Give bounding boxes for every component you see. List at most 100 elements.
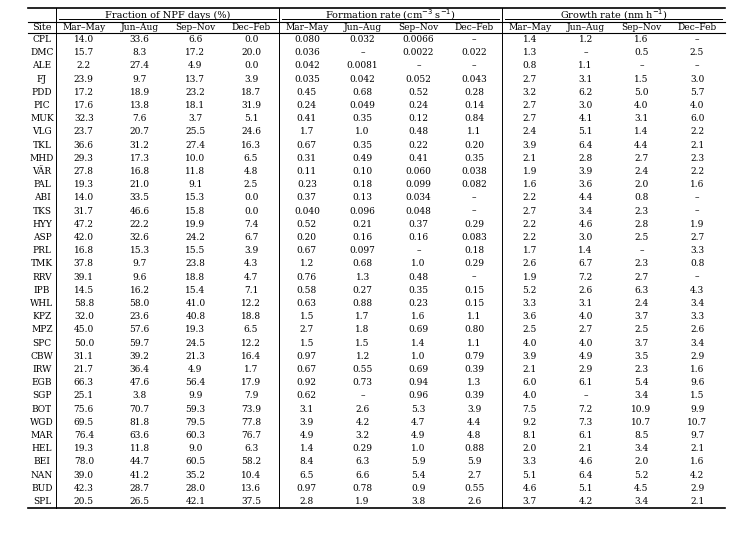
Text: 0.052: 0.052 [405, 75, 432, 84]
Text: –: – [695, 207, 699, 216]
Text: 2.5: 2.5 [523, 325, 537, 335]
Text: 28.0: 28.0 [185, 484, 206, 493]
Text: 7.4: 7.4 [244, 220, 258, 229]
Text: 0.39: 0.39 [464, 365, 484, 374]
Text: 2.7: 2.7 [300, 325, 314, 335]
Text: 0.84: 0.84 [464, 115, 484, 123]
Text: 0.41: 0.41 [297, 115, 317, 123]
Text: 4.0: 4.0 [523, 391, 537, 400]
Text: EGB: EGB [32, 378, 52, 388]
Text: 0.8: 0.8 [634, 193, 649, 202]
Text: 3.7: 3.7 [634, 339, 649, 348]
Text: –: – [416, 62, 421, 71]
Text: –: – [639, 62, 644, 71]
Text: 1.2: 1.2 [300, 260, 314, 269]
Text: 2.2: 2.2 [523, 233, 537, 242]
Text: 7.2: 7.2 [579, 405, 593, 414]
Text: 6.5: 6.5 [300, 471, 314, 480]
Text: 0.042: 0.042 [294, 62, 320, 71]
Text: 0.52: 0.52 [408, 88, 429, 97]
Text: 37.5: 37.5 [241, 497, 261, 506]
Text: 2.7: 2.7 [634, 154, 649, 163]
Text: Dec–Feb: Dec–Feb [677, 23, 717, 32]
Text: 4.3: 4.3 [690, 286, 704, 295]
Text: Fraction of NPF days (%): Fraction of NPF days (%) [105, 11, 230, 19]
Text: 0.55: 0.55 [464, 484, 484, 493]
Text: MPZ: MPZ [31, 325, 52, 335]
Text: 6.2: 6.2 [579, 88, 593, 97]
Text: –: – [360, 391, 365, 400]
Text: 19.3: 19.3 [74, 180, 94, 189]
Text: 2.2: 2.2 [77, 62, 91, 71]
Text: 75.6: 75.6 [74, 405, 94, 414]
Text: 6.5: 6.5 [244, 154, 258, 163]
Text: 2.1: 2.1 [523, 365, 537, 374]
Text: 0.16: 0.16 [408, 233, 429, 242]
Text: 1.5: 1.5 [690, 391, 704, 400]
Text: 0.21: 0.21 [353, 220, 373, 229]
Text: 3.1: 3.1 [579, 75, 593, 84]
Text: 1.7: 1.7 [300, 127, 314, 137]
Text: 5.4: 5.4 [411, 471, 426, 480]
Text: 2.5: 2.5 [634, 325, 649, 335]
Text: 20.7: 20.7 [130, 127, 149, 137]
Text: 6.0: 6.0 [523, 378, 537, 388]
Text: 6.6: 6.6 [188, 35, 203, 44]
Text: 2.1: 2.1 [690, 444, 704, 453]
Text: 2.7: 2.7 [690, 233, 704, 242]
Text: 47.6: 47.6 [130, 378, 149, 388]
Text: –: – [472, 207, 476, 216]
Text: 24.2: 24.2 [185, 233, 206, 242]
Text: BEI: BEI [34, 458, 50, 466]
Text: 0.68: 0.68 [353, 88, 373, 97]
Text: 0.049: 0.049 [350, 101, 375, 110]
Text: 3.4: 3.4 [634, 391, 649, 400]
Text: 1.6: 1.6 [690, 365, 704, 374]
Text: 9.9: 9.9 [690, 405, 704, 414]
Text: 60.5: 60.5 [185, 458, 206, 466]
Text: 3.1: 3.1 [634, 115, 649, 123]
Text: 5.9: 5.9 [467, 458, 481, 466]
Text: 0.11: 0.11 [297, 167, 317, 176]
Text: 0.14: 0.14 [464, 101, 484, 110]
Text: 0.96: 0.96 [408, 391, 429, 400]
Text: 25.5: 25.5 [185, 127, 206, 137]
Text: TKS: TKS [33, 207, 52, 216]
Text: 4.4: 4.4 [578, 193, 593, 202]
Text: NAN: NAN [31, 471, 53, 480]
Text: 0.099: 0.099 [405, 180, 432, 189]
Text: 0.082: 0.082 [461, 180, 487, 189]
Text: 1.4: 1.4 [523, 35, 537, 44]
Text: 3.4: 3.4 [579, 207, 593, 216]
Text: 4.2: 4.2 [356, 418, 370, 427]
Text: 2.3: 2.3 [634, 260, 648, 269]
Text: DMC: DMC [31, 48, 54, 57]
Text: –: – [416, 246, 421, 255]
Text: 1.8: 1.8 [356, 325, 370, 335]
Text: 42.1: 42.1 [185, 497, 206, 506]
Text: 4.1: 4.1 [578, 115, 593, 123]
Text: 56.4: 56.4 [185, 378, 206, 388]
Text: 23.8: 23.8 [185, 260, 206, 269]
Text: 1.1: 1.1 [467, 339, 481, 348]
Text: 1.9: 1.9 [523, 272, 537, 282]
Text: 2.9: 2.9 [690, 484, 704, 493]
Text: 18.7: 18.7 [241, 88, 261, 97]
Text: 0.13: 0.13 [353, 193, 373, 202]
Text: 2.7: 2.7 [467, 471, 481, 480]
Text: 24.5: 24.5 [185, 339, 206, 348]
Text: 3.1: 3.1 [579, 299, 593, 308]
Text: 0.035: 0.035 [294, 75, 320, 84]
Text: 3.3: 3.3 [690, 312, 704, 321]
Text: 0.29: 0.29 [353, 444, 373, 453]
Text: 69.5: 69.5 [74, 418, 94, 427]
Text: 2.9: 2.9 [690, 352, 704, 361]
Text: 16.3: 16.3 [241, 141, 261, 150]
Text: –: – [472, 272, 476, 282]
Text: 2.5: 2.5 [634, 233, 649, 242]
Text: 0.040: 0.040 [294, 207, 320, 216]
Text: Sep–Nov: Sep–Nov [398, 23, 439, 32]
Text: 0.58: 0.58 [297, 286, 317, 295]
Text: 17.2: 17.2 [74, 88, 94, 97]
Text: 0.16: 0.16 [353, 233, 373, 242]
